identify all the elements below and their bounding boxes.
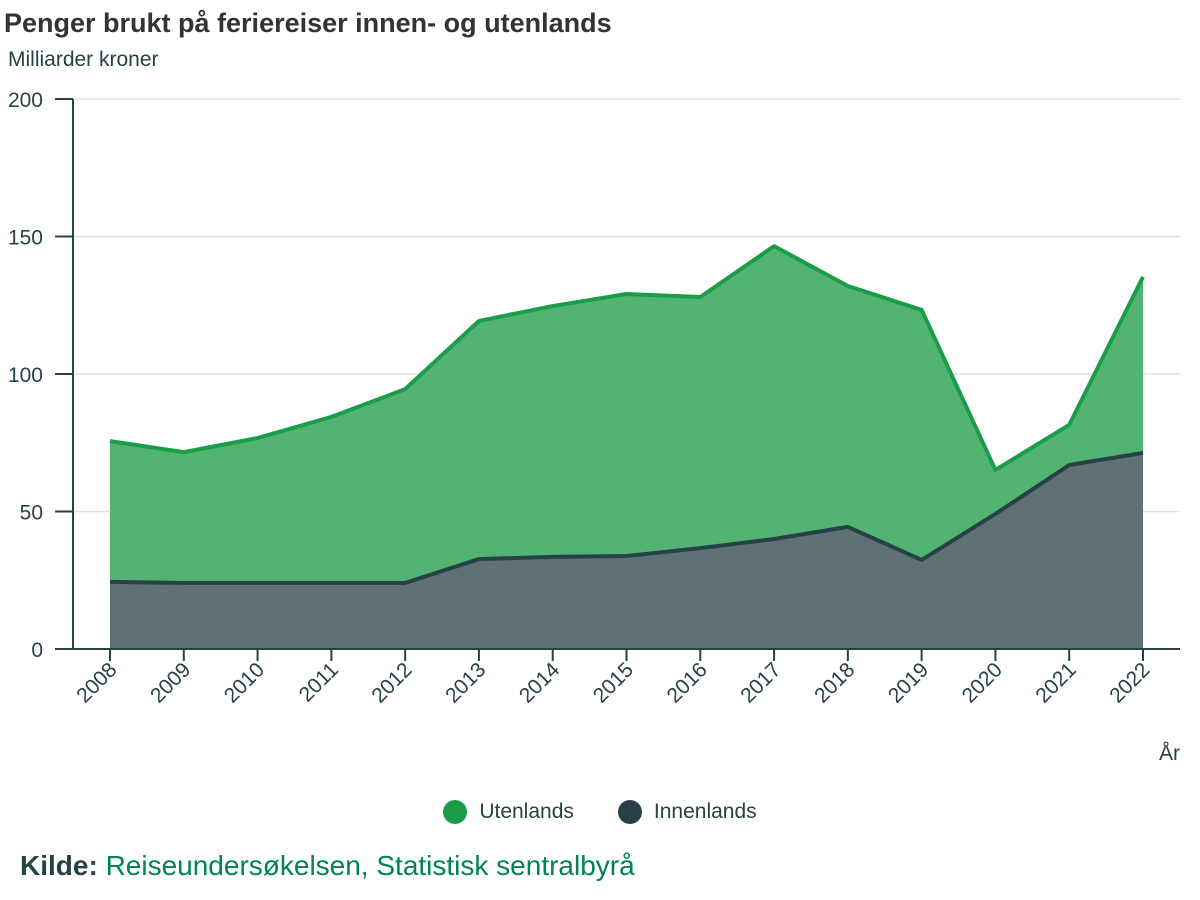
- x-tick-label: 2019: [884, 658, 933, 707]
- x-tick-label: 2017: [736, 658, 785, 707]
- y-tick-label: 200: [8, 89, 43, 112]
- source-label: Kilde:: [20, 850, 98, 881]
- legend-marker-innenlands: [617, 800, 642, 824]
- y-tick-label: 50: [20, 502, 43, 525]
- x-tick-label: 2022: [1105, 658, 1154, 707]
- line-utenlands: [109, 244, 1145, 472]
- x-tick-label: 2012: [367, 658, 416, 707]
- x-tick-label: 2016: [663, 658, 712, 707]
- y-tick-label: 100: [8, 364, 43, 387]
- x-tick-label: 2011: [295, 658, 343, 706]
- x-tick-label: 2021: [1031, 658, 1080, 707]
- x-tick-label: 2009: [146, 658, 195, 707]
- y-tick-label: 0: [31, 639, 43, 662]
- area-innenlands: [110, 452, 1143, 649]
- source-link[interactable]: Reiseundersøkelsen, Statistisk sentralby…: [105, 850, 635, 881]
- x-tick-label: 2020: [958, 658, 1007, 707]
- x-tick-label: 2018: [810, 658, 859, 707]
- line-innenlands: [109, 450, 1144, 585]
- legend-item-innenlands[interactable]: Innenlands: [617, 800, 757, 824]
- x-tick-label: 2008: [72, 658, 121, 707]
- chart-subtitle: Milliarder kroner: [8, 48, 159, 71]
- x-tick-label: 2010: [220, 658, 269, 707]
- legend-item-utenlands[interactable]: Utenlands: [443, 800, 574, 824]
- area-chart: 0 50 100 150 200 2008 2009 2010 2011 2012 2013 2014…: [8, 89, 1180, 765]
- legend-marker-utenlands: [443, 800, 468, 824]
- x-tick-label: 2014: [515, 658, 565, 708]
- x-tick-label: 2015: [589, 658, 638, 707]
- area-utenlands: [110, 246, 1143, 583]
- x-axis-label: År: [1159, 742, 1180, 765]
- legend-label: Innenlands: [653, 800, 757, 823]
- legend: Utenlands Innenlands: [0, 800, 1200, 824]
- source: Kilde: Reiseundersøkelsen, Statistisk se…: [20, 850, 635, 882]
- chart-title: Penger brukt på feriereiser innen- og ut…: [4, 8, 612, 38]
- x-tick-label: 2013: [441, 658, 490, 707]
- legend-label: Utenlands: [479, 800, 574, 823]
- y-tick-label: 150: [8, 227, 43, 250]
